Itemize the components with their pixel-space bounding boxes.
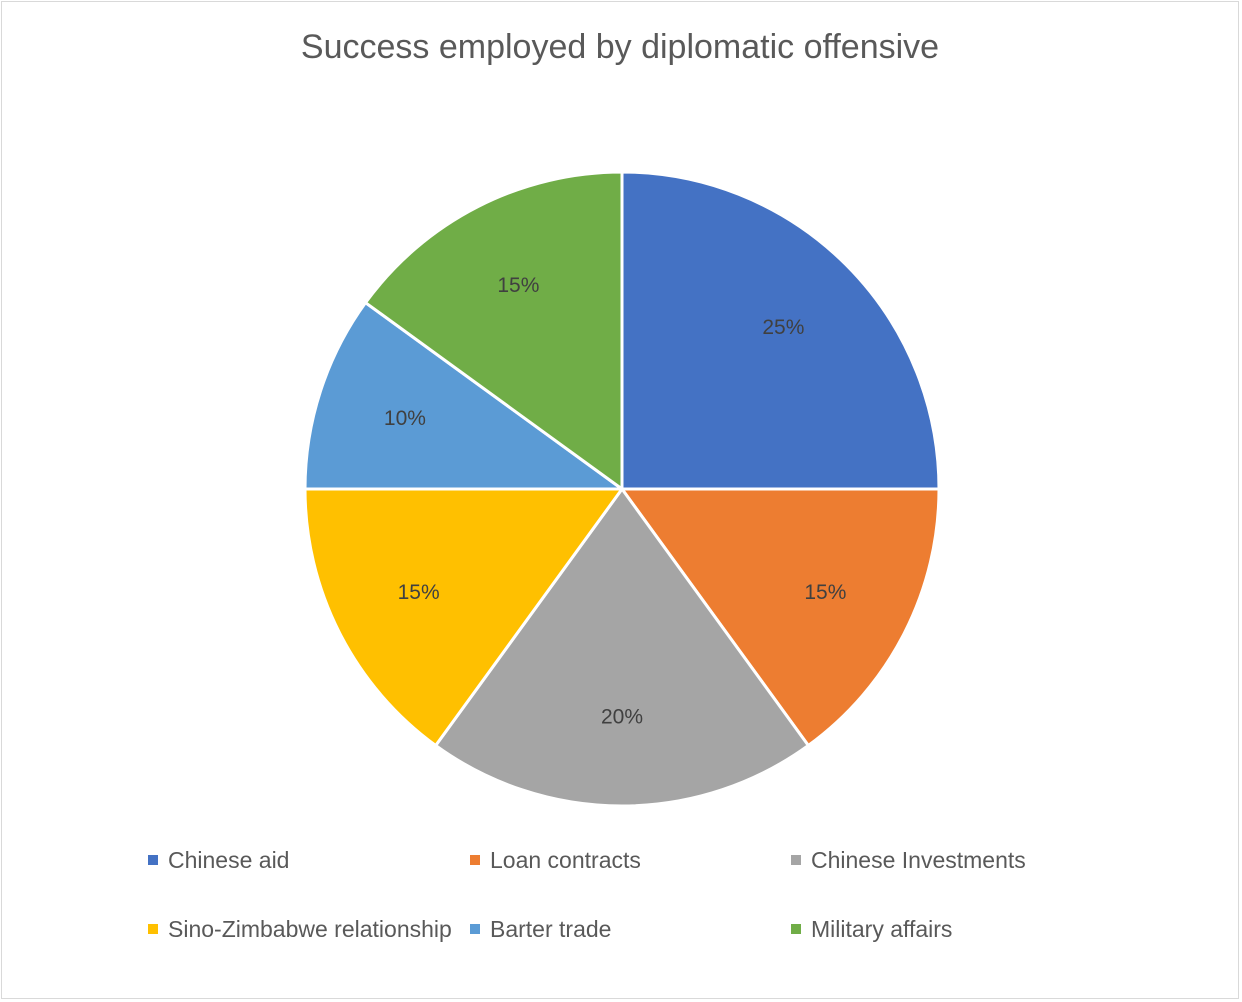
legend-label: Military affairs [811,915,953,942]
data-label-sino-zimbabwe-relationship: 15% [398,581,440,604]
legend-item-loan-contracts: Loan contracts [470,845,641,875]
legend-item-chinese-aid: Chinese aid [148,845,289,875]
pie-data-labels: 25% 15% 20% 15% 10% 15% [384,274,846,729]
legend-swatch [470,855,480,865]
pie-slice-chinese-investments [434,487,810,808]
pie-slice-sino-zimbabwe-relationship [303,487,624,747]
legend-item-military-affairs: Military affairs [791,914,952,944]
legend-item-chinese-investments: Chinese Investments [791,845,1026,875]
pie-slice-barter-trade [303,301,624,491]
data-label-chinese-investments: 20% [601,706,643,729]
pie-slice-chinese-aid [620,170,941,491]
legend-label: Barter trade [490,915,612,942]
legend-item-barter-trade: Barter trade [470,914,611,944]
legend-swatch [791,924,801,934]
chart-title: Success employed by diplomatic offensive [300,28,940,66]
legend-swatch [470,924,480,934]
legend-label: Chinese aid [168,846,290,873]
data-label-chinese-aid: 25% [762,316,804,339]
data-label-loan-contracts: 15% [804,581,846,604]
legend-label: Loan contracts [490,846,641,873]
legend-swatch [148,924,158,934]
data-label-military-affairs: 15% [497,274,539,297]
legend-label: Chinese Investments [811,846,1026,873]
pie-slices [303,170,941,808]
pie-slice-military-affairs [364,170,624,491]
legend-label: Sino-Zimbabwe relationship [168,915,452,942]
legend-swatch [791,855,801,865]
pie-slice-loan-contracts [620,487,941,747]
legend-item-sino-zimbabwe-relationship: Sino-Zimbabwe relationship [148,914,452,944]
data-label-barter-trade: 10% [384,407,426,430]
legend-swatch [148,855,158,865]
